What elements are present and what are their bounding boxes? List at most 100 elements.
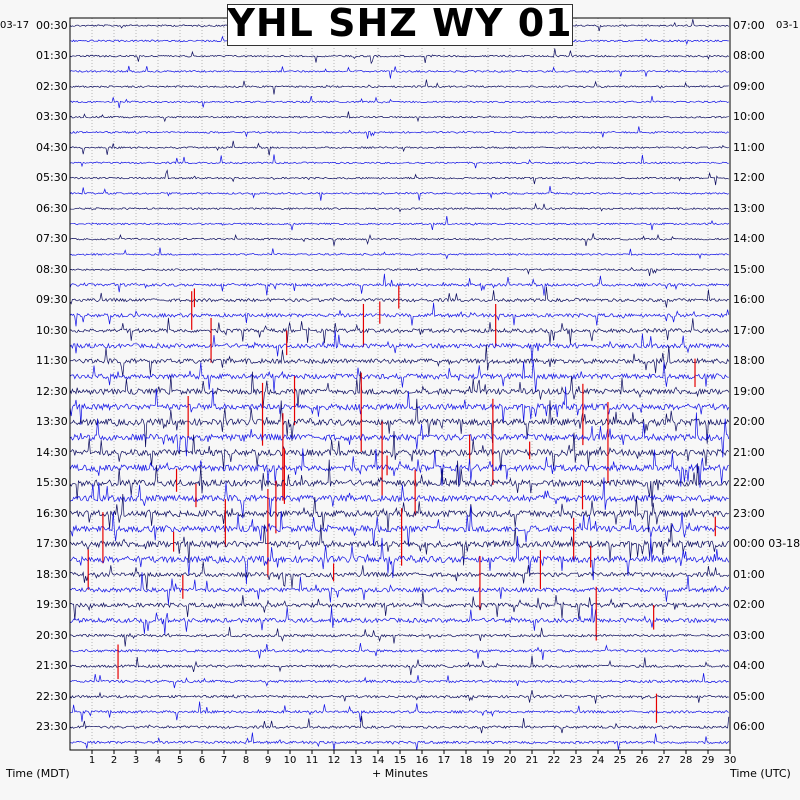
seismic-trace xyxy=(69,626,730,647)
seismic-trace xyxy=(69,448,729,488)
x-tick-label: 8 xyxy=(243,755,249,766)
right-time-label: 06:00 xyxy=(733,720,765,734)
right-time-label: 23:00 xyxy=(733,506,765,520)
seismic-trace xyxy=(69,690,729,704)
x-tick-label: 23 xyxy=(570,755,583,766)
left-time-label: 22:30 xyxy=(36,689,68,703)
x-tick-label: 3 xyxy=(133,755,139,766)
seismic-trace xyxy=(69,286,729,308)
left-time-label: 00:30 xyxy=(36,18,68,32)
right-time-label: 21:00 xyxy=(733,445,765,459)
x-tick-label: 9 xyxy=(265,755,271,766)
seismic-trace xyxy=(69,701,729,723)
left-time-label: 07:30 xyxy=(36,232,68,246)
right-time-label: 05:00 xyxy=(733,689,765,703)
x-tick-label: 4 xyxy=(155,755,161,766)
left-time-label: 06:30 xyxy=(36,201,68,215)
x-axis-label: + Minutes xyxy=(372,767,429,780)
x-tick-label: 30 xyxy=(724,755,737,766)
right-time-label: 02:00 xyxy=(733,598,765,612)
left-axis-label: Time (MDT) xyxy=(6,767,70,780)
x-tick-label: 5 xyxy=(177,755,183,766)
seismic-trace xyxy=(69,329,730,363)
start-date-left: 03-17 xyxy=(0,20,30,31)
right-time-label: 13:00 xyxy=(733,201,765,215)
right-time-label: 09:00 xyxy=(733,79,765,93)
right-time-label: 03:00 xyxy=(733,628,765,642)
x-tick-label: 2 xyxy=(111,755,117,766)
left-time-label: 13:30 xyxy=(36,415,68,429)
right-time-label: 08:00 xyxy=(733,49,765,63)
right-axis-label: Time (UTC) xyxy=(730,767,791,780)
x-tick-label: 21 xyxy=(526,755,539,766)
right-time-label: 16:00 xyxy=(733,293,765,307)
x-tick-label: 11 xyxy=(306,755,319,766)
left-time-label: 14:30 xyxy=(36,445,68,459)
seismic-traces xyxy=(69,17,730,751)
right-time-label: 15:00 xyxy=(733,262,765,276)
x-axis-ticks: 1 2 3 4 5 6 7 8 9 10 11 12 13 14 15 16 17 18 19 20 21 22 23 24 2… xyxy=(89,750,737,766)
left-time-label: 17:30 xyxy=(36,537,68,551)
x-tick-label: 10 xyxy=(284,755,297,766)
seismic-trace xyxy=(69,233,729,247)
x-tick-label: 24 xyxy=(592,755,605,766)
left-time-label: 02:30 xyxy=(36,79,68,93)
left-time-label: 16:30 xyxy=(36,506,68,520)
left-time-label: 21:30 xyxy=(36,659,68,673)
seismic-trace xyxy=(69,202,729,213)
x-tick-label: 26 xyxy=(636,755,649,766)
left-time-label: 20:30 xyxy=(36,628,68,642)
x-tick-label: 19 xyxy=(482,755,495,766)
seismic-trace xyxy=(69,216,730,231)
left-time-label: 01:30 xyxy=(36,49,68,63)
seismic-trace xyxy=(69,79,729,95)
x-tick-label: 16 xyxy=(416,755,429,766)
title-box xyxy=(227,4,573,46)
seismic-trace xyxy=(69,140,729,156)
seismic-trace xyxy=(69,95,729,109)
x-tick-label: 7 xyxy=(221,755,227,766)
right-time-label: 04:00 xyxy=(733,659,765,673)
seismic-trace xyxy=(69,266,729,276)
x-tick-label: 13 xyxy=(350,755,363,766)
x-tick-label: 17 xyxy=(438,755,451,766)
x-tick-label: 27 xyxy=(658,755,671,766)
x-tick-label: 29 xyxy=(702,755,715,766)
x-tick-label: 28 xyxy=(680,755,693,766)
left-time-label: 10:30 xyxy=(36,323,68,337)
left-time-label: 08:30 xyxy=(36,262,68,276)
right-time-label: 11:00 xyxy=(733,140,765,154)
x-tick-label: 25 xyxy=(614,755,627,766)
seismic-trace xyxy=(69,591,730,621)
right-time-label: 10:00 xyxy=(733,110,765,124)
right-time-label: 00:00 03-18 xyxy=(733,537,800,551)
seismic-trace xyxy=(69,673,729,689)
seismic-trace xyxy=(69,398,730,448)
left-time-label: 23:30 xyxy=(36,720,68,734)
x-tick-label: 22 xyxy=(548,755,561,766)
x-tick-label: 6 xyxy=(199,755,205,766)
seismic-trace xyxy=(69,273,730,296)
seismic-trace xyxy=(69,459,730,507)
left-time-label: 12:30 xyxy=(36,384,68,398)
right-time-label: 07:00 xyxy=(733,18,765,32)
seismic-trace xyxy=(69,169,729,186)
seismic-trace xyxy=(69,506,730,547)
seismic-trace xyxy=(69,572,730,605)
seismic-trace xyxy=(69,522,730,566)
seismic-trace xyxy=(69,732,730,751)
left-time-label: 15:30 xyxy=(36,476,68,490)
seismic-trace xyxy=(69,360,729,393)
right-time-label: 20:00 xyxy=(733,415,765,429)
seismic-trace xyxy=(69,643,730,660)
right-time-label: 12:00 xyxy=(733,171,765,185)
seismic-trace xyxy=(69,493,729,533)
x-tick-label: 20 xyxy=(504,755,517,766)
x-tick-label: 15 xyxy=(394,755,407,766)
seismic-trace xyxy=(69,371,730,408)
seismic-trace xyxy=(69,48,730,65)
x-tick-label: 1 xyxy=(89,755,95,766)
seismic-trace xyxy=(69,431,730,471)
